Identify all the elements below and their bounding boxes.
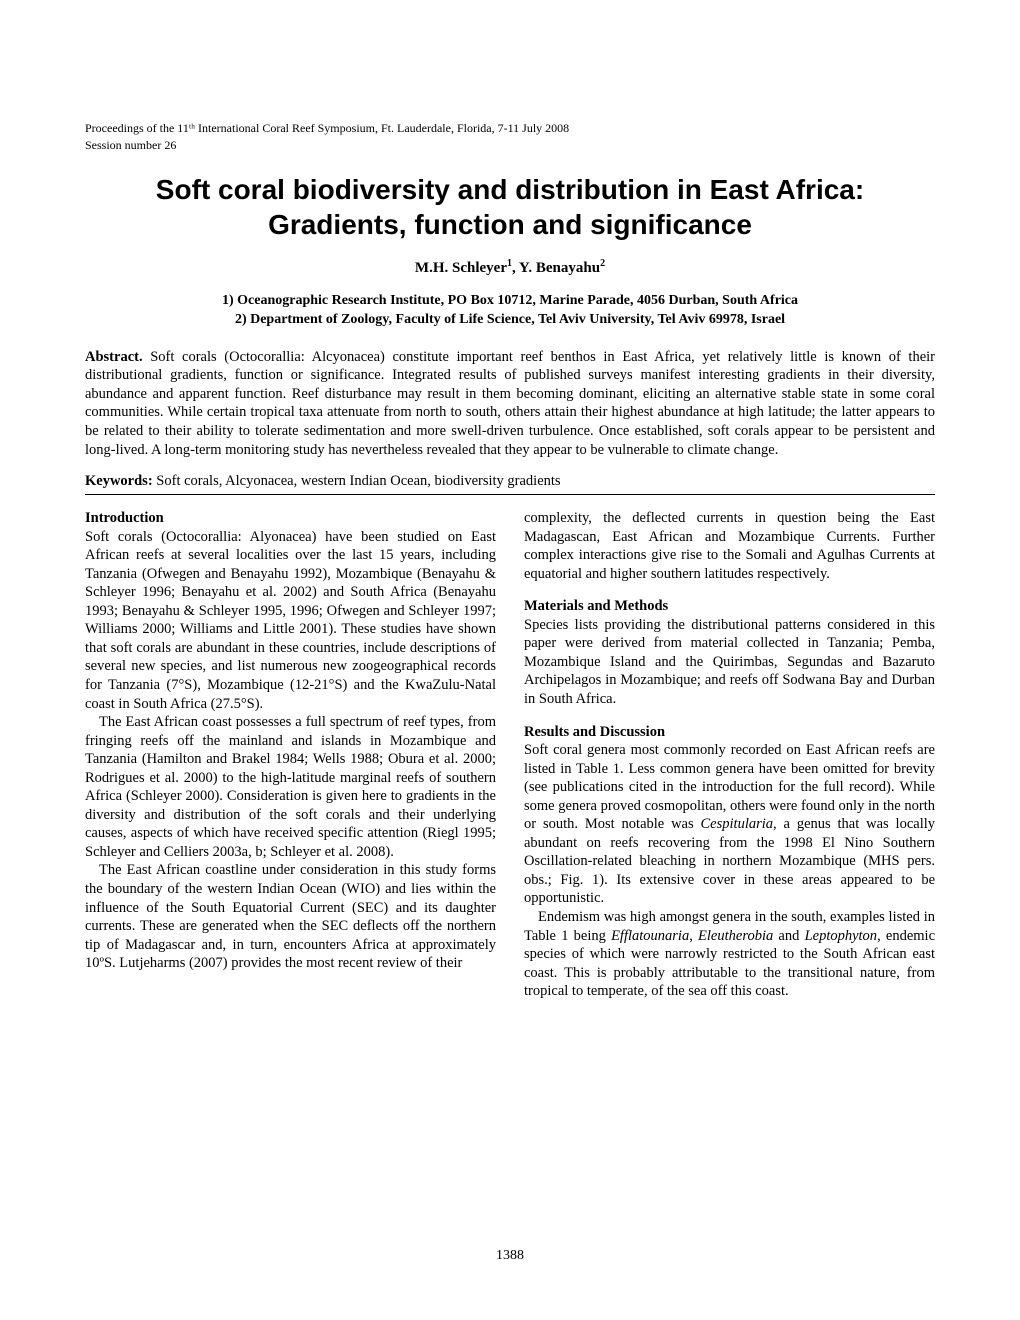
intro-continuation: complexity, the deflected currents in qu… (524, 509, 935, 583)
affiliations: 1) Oceanographic Research Institute, PO … (85, 291, 935, 330)
page-number: 1388 (0, 1248, 1020, 1264)
keywords: Keywords: Soft corals, Alcyonacea, weste… (85, 473, 935, 495)
results-para-1: Soft coral genera most commonly recorded… (524, 741, 935, 908)
results-para-2: Endemism was high amongst genera in the … (524, 908, 935, 1001)
header-meta: Proceedings of the 11ᵗʰ International Co… (85, 120, 935, 154)
keywords-text: Soft corals, Alcyonacea, western Indian … (153, 473, 561, 489)
intro-para-2: The East African coast possesses a full … (85, 713, 496, 861)
genus-cespitularia: Cespitularia (701, 816, 774, 832)
abstract: Abstract. Soft corals (Octocorallia: Alc… (85, 348, 935, 459)
genus-eleutherobia: Eleutherobia (698, 928, 773, 944)
intro-para-1: Soft corals (Octocorallia: Alyonacea) ha… (85, 528, 496, 713)
results-p2-mid1: , (689, 928, 698, 944)
right-column: complexity, the deflected currents in qu… (524, 509, 935, 1001)
results-p2-mid2: and (773, 928, 804, 944)
body-columns: Introduction Soft corals (Octocorallia: … (85, 509, 935, 1001)
affiliation-2: 2) Department of Zoology, Faculty of Lif… (85, 310, 935, 330)
abstract-label: Abstract. (85, 349, 143, 365)
intro-para-3: The East African coastline under conside… (85, 861, 496, 972)
genus-efflatounaria: Efflatounaria (611, 928, 689, 944)
introduction-head: Introduction (85, 509, 496, 528)
session-line: Session number 26 (85, 137, 935, 154)
methods-para-1: Species lists providing the distribution… (524, 616, 935, 709)
paper-title: Soft coral biodiversity and distribution… (85, 172, 935, 242)
abstract-text: Soft corals (Octocorallia: Alcyonacea) c… (85, 349, 935, 458)
genus-leptophyton: Leptophyton (805, 928, 878, 944)
methods-head: Materials and Methods (524, 597, 935, 616)
spacer (524, 709, 935, 723)
proceedings-line: Proceedings of the 11ᵗʰ International Co… (85, 120, 935, 137)
results-head: Results and Discussion (524, 723, 935, 742)
left-column: Introduction Soft corals (Octocorallia: … (85, 509, 496, 1001)
affiliation-1: 1) Oceanographic Research Institute, PO … (85, 291, 935, 311)
authors: M.H. Schleyer1, Y. Benayahu2 (85, 258, 935, 277)
spacer (524, 583, 935, 597)
keywords-label: Keywords: (85, 473, 153, 489)
